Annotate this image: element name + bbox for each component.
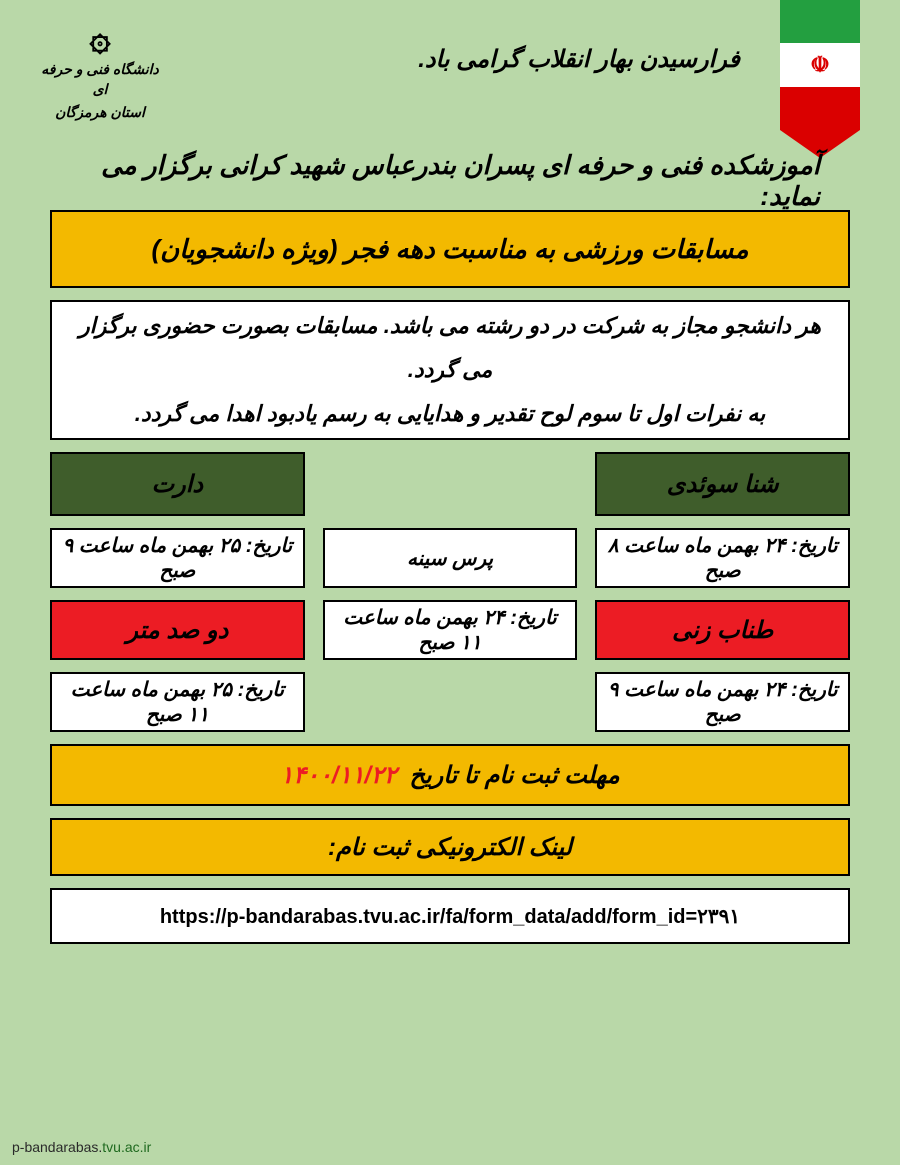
info-line-1: هر دانشجو مجاز به شرکت در دو رشته می باش… [72, 304, 828, 392]
title-band: مسابقات ورزشی به مناسبت دهه فجر (ویژه دا… [50, 210, 850, 288]
title-text: مسابقات ورزشی به مناسبت دهه فجر (ویژه دا… [151, 234, 748, 265]
sport-swedish-swim-date: تاریخ: ۲۴ بهمن ماه ساعت ۸ صبح [595, 528, 850, 588]
sports-grid: شنا سوئدی دارت تاریخ: ۲۴ بهمن ماه ساعت ۸… [50, 452, 850, 732]
deadline-date: ۱۴۰۰/۱۱/۲۲ [280, 762, 396, 789]
header: ☫ ۞ دانشگاه فنی و حرفه ای استان هرمزگان … [0, 0, 900, 180]
footer-part2: tvu.ac.ir [102, 1139, 151, 1155]
footer-part1: p-bandarabas. [12, 1139, 102, 1155]
university-logo: ۞ دانشگاه فنی و حرفه ای استان هرمزگان [40, 20, 160, 123]
sport-jump-rope-header: طناب زنی [595, 600, 850, 660]
sport-benchpress-header: پرس سینه [323, 528, 578, 588]
registration-url[interactable]: https://p-bandarabas.tvu.ac.ir/fa/form_d… [160, 904, 740, 929]
sport-200m-date: تاریخ: ۲۵ بهمن ماه ساعت ۱۱ صبح [50, 672, 305, 732]
sport-200m-header: دو صد متر [50, 600, 305, 660]
grid-empty [323, 452, 578, 516]
deadline-band: مهلت ثبت نام تا تاریخ ۱۴۰۰/۱۱/۲۲ [50, 744, 850, 806]
footer-watermark: p-bandarabas.tvu.ac.ir [12, 1139, 151, 1155]
info-band: هر دانشجو مجاز به شرکت در دو رشته می باش… [50, 300, 850, 440]
sport-darts-date: تاریخ: ۲۵ بهمن ماه ساعت ۹ صبح [50, 528, 305, 588]
link-label-band: لینک الکترونیکی ثبت نام: [50, 818, 850, 876]
sport-darts-header: دارت [50, 452, 305, 516]
university-name-line2: استان هرمزگان [40, 103, 160, 123]
sport-swedish-swim-header: شنا سوئدی [595, 452, 850, 516]
grid-empty-2 [323, 672, 578, 732]
university-name-line1: دانشگاه فنی و حرفه ای [40, 60, 160, 99]
deadline-label: مهلت ثبت نام تا تاریخ [409, 762, 619, 789]
link-label-text: لینک الکترونیکی ثبت نام: [328, 833, 572, 862]
logo-mark-icon: ۞ [40, 20, 160, 56]
iran-flag-icon: ☫ [780, 0, 860, 130]
sport-jump-rope-date: تاریخ: ۲۴ بهمن ماه ساعت ۹ صبح [595, 672, 850, 732]
content-area: مسابقات ورزشی به مناسبت دهه فجر (ویژه دا… [50, 210, 850, 956]
info-line-2: به نفرات اول تا سوم لوح تقدیر و هدایایی … [135, 392, 766, 436]
greeting-text: فرارسیدن بهار انقلاب گرامی باد. [418, 45, 740, 74]
sport-benchpress-date: تاریخ: ۲۴ بهمن ماه ساعت ۱۱ صبح [323, 600, 578, 660]
registration-link-band[interactable]: https://p-bandarabas.tvu.ac.ir/fa/form_d… [50, 888, 850, 944]
organizer-subtitle: آموزشکده فنی و حرفه ای پسران بندرعباس شه… [80, 150, 820, 212]
